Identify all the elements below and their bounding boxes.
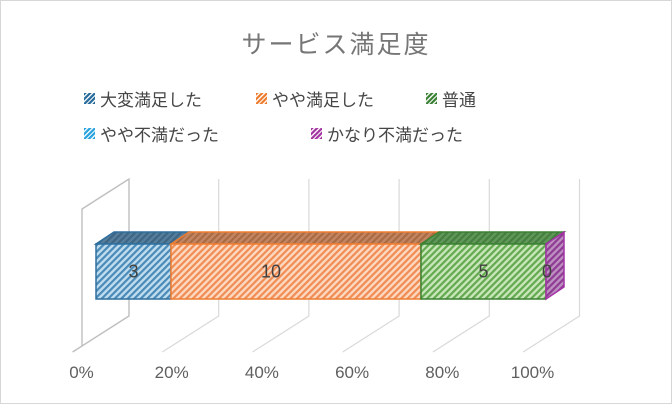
legend-label: 普通 — [442, 90, 476, 110]
x-axis-label-20%[interactable]: 20% — [155, 363, 189, 382]
bar-segment-1[interactable] — [93, 231, 192, 300]
data-label-2: 10 — [261, 261, 281, 281]
data-label-5: 0 — [542, 261, 552, 281]
legend-item-4[interactable]: やや不満だった — [84, 124, 219, 145]
legend-patterned-swatch-icon — [256, 92, 267, 104]
gridline-40% — [252, 179, 310, 353]
data-label-1: 3 — [128, 261, 138, 281]
bar-end-cap[interactable] — [545, 230, 565, 301]
legend-patterned-swatch-icon — [84, 92, 95, 104]
x-axis-label-80%[interactable]: 80% — [425, 363, 459, 382]
x-axis-label-0%[interactable]: 0% — [69, 363, 94, 382]
legend-label: やや不満だった — [100, 125, 219, 145]
legend-label: やや満足した — [272, 90, 374, 110]
legend-item-1[interactable]: 大変満足した — [84, 89, 202, 110]
gridline-20% — [161, 179, 220, 353]
x-axis-label-40%[interactable]: 40% — [245, 363, 279, 382]
legend-item-3[interactable]: 普通 — [426, 89, 476, 110]
gridline-100% — [522, 179, 581, 353]
bar-segment-2[interactable] — [168, 231, 442, 300]
legend-item-5[interactable]: かなり不満だった — [311, 124, 463, 145]
legend-patterned-swatch-icon — [311, 127, 322, 139]
side-wall — [72, 177, 130, 353]
legend-patterned-swatch-icon — [84, 127, 95, 139]
legend-label: かなり不満だった — [327, 125, 463, 145]
gridline-60% — [342, 179, 400, 353]
x-axis-label-100%[interactable]: 100% — [511, 363, 554, 382]
data-label-3: 5 — [478, 261, 488, 281]
legend-patterned-swatch-icon — [426, 92, 437, 104]
x-axis-label-60%[interactable]: 60% — [335, 363, 369, 382]
chart-title[interactable]: サービス満足度 — [241, 31, 431, 59]
legend-label: 大変満足した — [100, 90, 202, 110]
legend-item-2[interactable]: やや満足した — [256, 89, 374, 110]
gridline-80% — [432, 179, 490, 353]
